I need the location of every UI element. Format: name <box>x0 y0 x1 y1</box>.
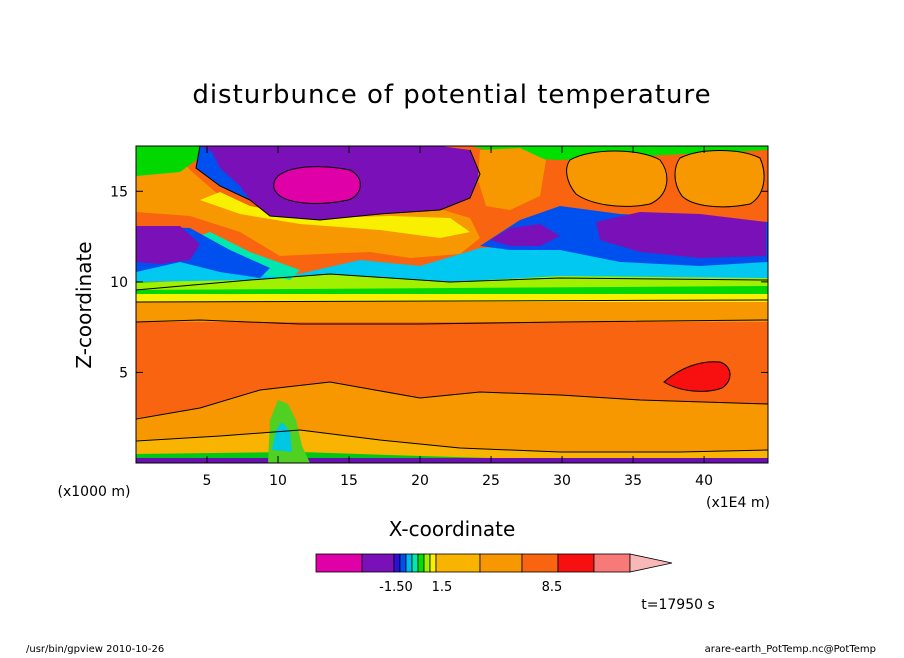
blue-upper-edge <box>196 146 250 200</box>
violet-region-right <box>596 212 766 258</box>
orange-band-z9 <box>136 300 768 322</box>
colorbar-bin <box>557 553 595 573</box>
y-tick-label: 5 <box>119 365 128 381</box>
green-top <box>136 146 480 176</box>
chart-title: disturbunce of potential temperature <box>192 80 711 110</box>
surface-violet-strip <box>136 458 768 463</box>
y-tick-label: 15 <box>110 184 128 200</box>
yellow-band-z10 <box>136 292 768 302</box>
footer-right: arare-earth_PotTemp.nc@PotTemp <box>705 644 876 654</box>
y-tick-label: 10 <box>110 275 128 291</box>
y-axis: 5 10 15 <box>110 184 768 381</box>
colorbar-bin <box>521 553 559 573</box>
red-warm-blob <box>664 361 731 392</box>
y-axis-label: Z-coordinate <box>72 241 96 368</box>
orange-cell-2 <box>566 151 667 207</box>
colorbar-bin <box>429 553 437 573</box>
x-axis-label: X-coordinate <box>389 517 516 541</box>
colorbar-bin <box>423 553 431 573</box>
orange-cell-1 <box>478 148 546 210</box>
contour-line <box>566 150 668 207</box>
colorbar-tick-label: 8.5 <box>542 580 563 595</box>
colorbar <box>315 553 673 573</box>
contour-line <box>136 319 768 325</box>
colorbar-bin <box>593 553 631 573</box>
plot-frame <box>135 145 769 464</box>
x-unit-left: (x1000 m) <box>58 484 131 500</box>
x-tick-label: 35 <box>624 473 642 489</box>
colorbar-bin <box>361 553 395 573</box>
x-tick-label: 30 <box>553 473 571 489</box>
contour-line <box>663 361 731 392</box>
contour-line <box>273 166 361 204</box>
x-tick-label: 15 <box>340 473 358 489</box>
x-tick-label: 5 <box>203 473 212 489</box>
contour-line <box>136 299 768 303</box>
contour-line <box>136 381 768 420</box>
x-axis: 5 10 15 20 25 30 35 40 <box>203 146 713 489</box>
orange-cell-3 <box>675 150 765 207</box>
x-unit-right: (x1E4 m) <box>706 495 770 511</box>
colorbar-tick-label: -1.50 <box>379 580 413 595</box>
x-tick-label: 20 <box>411 473 429 489</box>
colorbar-bin <box>399 553 407 573</box>
colorbar-bin <box>405 553 413 573</box>
colorbar-bin <box>393 553 401 573</box>
colorbar-bin <box>435 553 481 573</box>
contour-line <box>136 273 768 291</box>
cyan-region <box>136 236 768 282</box>
colorbar-bin <box>315 553 363 573</box>
turbulent-patch-cyan <box>272 422 292 452</box>
x-tick-label: 40 <box>695 473 713 489</box>
time-label: t=17950 s <box>641 597 715 613</box>
colorbar-labels: -1.50 1.5 8.5 <box>379 580 562 595</box>
contour-line <box>674 150 765 208</box>
colorbar-tick-label: 1.5 <box>432 580 453 595</box>
violet-region-left <box>136 226 200 264</box>
footer-left: /usr/bin/gpview 2010-10-26 <box>26 644 164 654</box>
colorbar-bin <box>417 553 425 573</box>
x-tick-label: 10 <box>269 473 287 489</box>
contour-lines <box>136 146 768 453</box>
colorbar-bin <box>411 553 419 573</box>
yellow-upper-left <box>200 192 470 238</box>
contour-line <box>136 429 768 453</box>
contour-line <box>195 146 481 221</box>
magenta-core <box>273 166 361 204</box>
colorbar-bin <box>479 553 523 573</box>
colorbar-extension-arrow <box>629 553 673 573</box>
plot-area <box>136 146 768 463</box>
violet-patch-mid <box>490 224 560 246</box>
x-tick-label: 25 <box>482 473 500 489</box>
